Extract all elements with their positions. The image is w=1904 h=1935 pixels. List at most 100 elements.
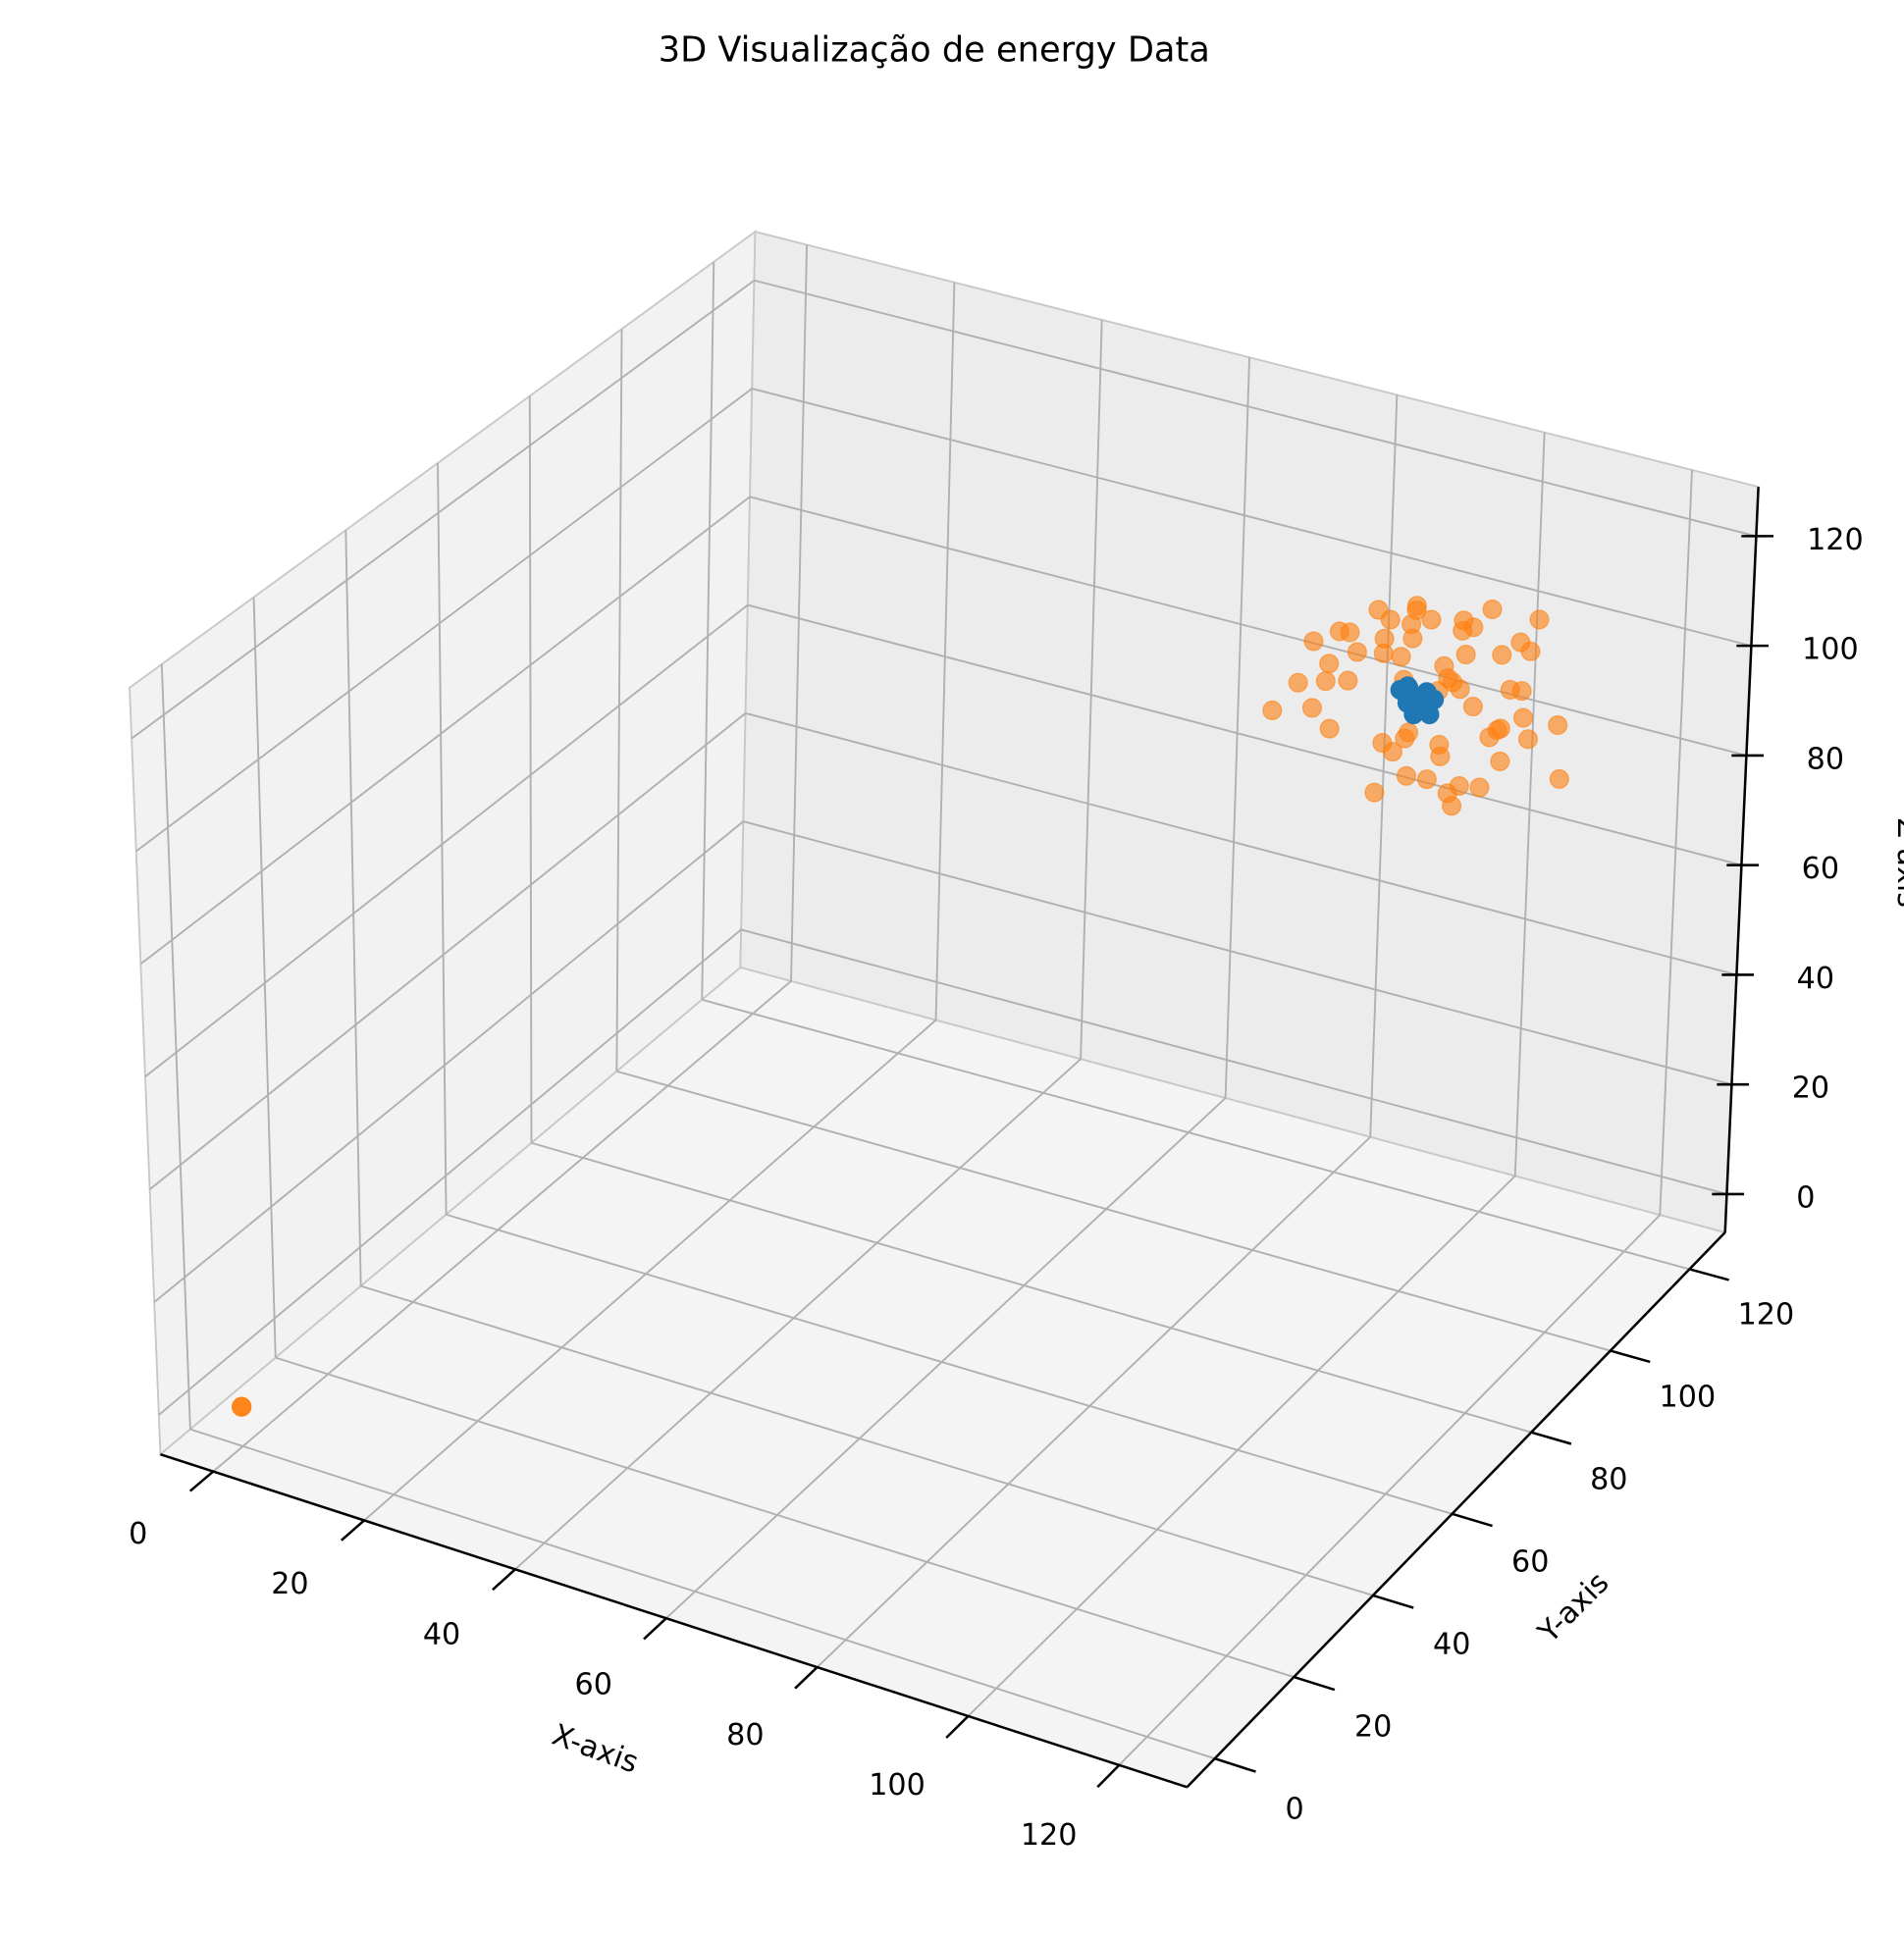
y-tick-label: 0: [1286, 1793, 1304, 1827]
grid-line: [1369, 394, 1399, 1137]
point: [1517, 729, 1538, 750]
y-tick-label: 120: [1738, 1297, 1795, 1332]
grid-line: [531, 1141, 1532, 1434]
grid-line: [754, 279, 1757, 538]
y-tick-label: 100: [1660, 1380, 1717, 1414]
grid-line: [446, 1213, 1453, 1515]
grid-line: [148, 712, 747, 1190]
point: [1469, 777, 1490, 798]
y-tick: [1530, 1431, 1572, 1445]
grid-line: [752, 388, 1752, 648]
x-tick: [643, 1617, 667, 1641]
chart-title: 3D Visualização de energy Data: [659, 30, 1210, 71]
point: [1288, 672, 1308, 693]
point: [1492, 645, 1512, 665]
y-tick: [1293, 1675, 1336, 1692]
y-axis-line: [1186, 1231, 1726, 1789]
x-tick-label: 100: [869, 1768, 926, 1803]
point: [1382, 742, 1403, 762]
grid-line: [934, 282, 956, 1020]
y-tick-label: 40: [1433, 1627, 1470, 1661]
point: [1453, 620, 1473, 641]
point: [1338, 670, 1358, 691]
grid-line: [967, 1175, 1516, 1717]
grid-line: [528, 395, 533, 1143]
x-tick: [945, 1715, 970, 1739]
x-tick-label: 0: [129, 1517, 147, 1551]
point: [1380, 609, 1401, 630]
point: [1301, 698, 1323, 718]
point: [232, 1396, 252, 1417]
y-tick: [1214, 1756, 1256, 1773]
grid-line: [514, 1058, 1082, 1571]
z-tick-label: 80: [1807, 742, 1844, 776]
grid-line: [1224, 357, 1250, 1099]
point: [1416, 769, 1437, 790]
grid-line: [790, 244, 809, 981]
point: [1315, 671, 1336, 692]
grid-line: [135, 388, 753, 853]
grid-line: [252, 597, 277, 1358]
point: [1396, 765, 1416, 786]
point: [1319, 718, 1340, 739]
z-axis-line: [1723, 487, 1760, 1233]
grid-line: [360, 1284, 1374, 1596]
grid-line: [745, 711, 1737, 976]
point: [1406, 600, 1427, 620]
grid-line: [153, 820, 744, 1303]
point: [1262, 700, 1283, 721]
grid-line: [740, 928, 1727, 1195]
point: [1340, 622, 1360, 643]
grid-line: [160, 663, 191, 1430]
x-tick: [188, 1470, 215, 1492]
x-tick: [340, 1519, 365, 1542]
point: [1520, 641, 1541, 661]
point: [1395, 728, 1415, 749]
grid-line: [437, 462, 448, 1215]
point: [1319, 654, 1340, 674]
grid-line: [212, 980, 792, 1473]
z-tick-label: 100: [1802, 633, 1859, 667]
z-tick-label: 20: [1792, 1072, 1829, 1106]
point: [1398, 676, 1418, 697]
x-tick: [794, 1666, 819, 1690]
grid-line: [816, 1136, 1371, 1668]
point: [1438, 668, 1458, 689]
point: [1500, 679, 1520, 700]
x-tick-label: 20: [271, 1567, 308, 1601]
point: [1364, 782, 1385, 803]
grid-line: [1513, 432, 1546, 1177]
grid-line: [1659, 469, 1693, 1216]
y-tick-label: 60: [1511, 1544, 1549, 1579]
point: [1482, 599, 1503, 620]
point: [1490, 718, 1510, 739]
z-tick-label: 120: [1807, 523, 1864, 557]
grid-line: [701, 261, 715, 1000]
grid-line: [1080, 319, 1103, 1060]
grid-line: [702, 998, 1690, 1271]
grid-line: [144, 603, 749, 1077]
grid-line: [131, 280, 756, 740]
x-tick-label: 60: [575, 1668, 612, 1702]
point: [1303, 631, 1324, 652]
point: [1429, 734, 1450, 755]
z-tick-label: 0: [1796, 1180, 1815, 1215]
z-tick-label: 40: [1797, 962, 1834, 996]
y-tick: [1689, 1268, 1729, 1281]
x-tick: [492, 1568, 516, 1592]
grid-line: [344, 530, 362, 1286]
x-axis-line: [160, 1452, 1188, 1789]
point: [1549, 768, 1569, 789]
point: [1455, 644, 1476, 665]
point: [1449, 775, 1469, 797]
point: [1548, 714, 1568, 736]
grid-line: [749, 496, 1747, 757]
z-tick-label: 60: [1802, 852, 1839, 886]
y-tick: [1452, 1512, 1493, 1528]
point: [1421, 609, 1442, 630]
y-tick-label: 80: [1590, 1462, 1627, 1496]
grid-line: [158, 928, 742, 1416]
x-tick: [1096, 1763, 1121, 1789]
